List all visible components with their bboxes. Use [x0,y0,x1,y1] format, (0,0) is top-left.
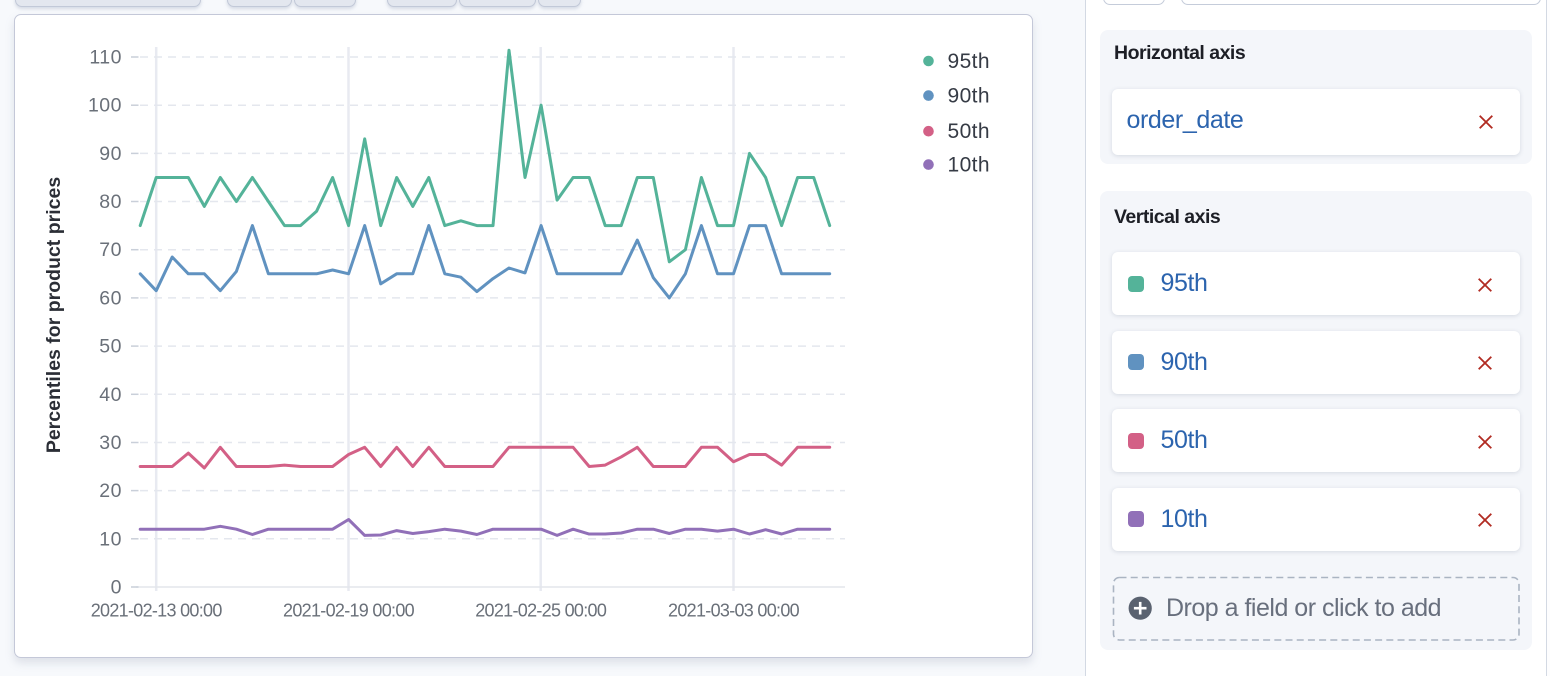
svg-text:2021-02-25 00:00: 2021-02-25 00:00 [475,601,607,621]
svg-text:60: 60 [99,287,122,309]
svg-text:110: 110 [89,47,122,69]
svg-text:30: 30 [99,432,122,454]
svg-text:20: 20 [99,480,122,502]
svg-text:40: 40 [99,384,122,406]
svg-text:90: 90 [99,143,122,165]
svg-text:2021-02-13 00:00: 2021-02-13 00:00 [91,601,223,621]
svg-text:Percentiles for product prices: Percentiles for product prices [43,177,65,453]
svg-text:80: 80 [99,191,122,213]
svg-text:100: 100 [88,95,122,117]
svg-text:90th: 90th [948,84,990,107]
svg-text:2021-02-19 00:00: 2021-02-19 00:00 [283,601,415,621]
svg-text:10: 10 [99,528,122,550]
svg-text:70: 70 [99,239,122,261]
svg-text:50th: 50th [948,120,990,143]
svg-text:50: 50 [99,336,122,358]
svg-text:0: 0 [111,577,122,599]
svg-text:10th: 10th [948,153,990,176]
svg-text:2021-03-03 00:00: 2021-03-03 00:00 [668,601,800,621]
svg-text:95th: 95th [948,50,990,73]
